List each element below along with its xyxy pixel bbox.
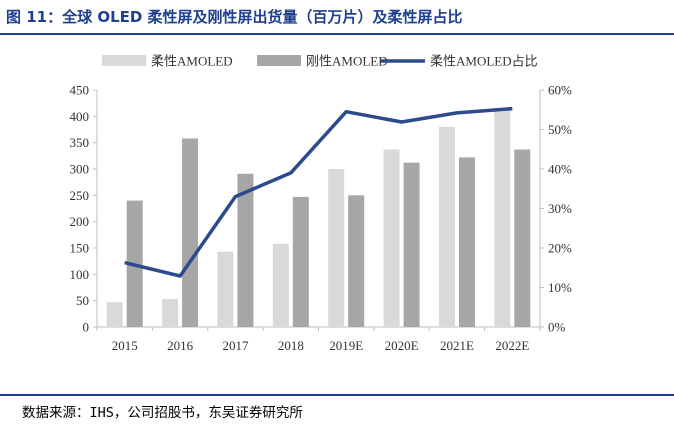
x-tick-label: 2018 (278, 338, 304, 353)
bar-flexible-amoled (272, 243, 289, 327)
bar-rigid-amoled (348, 195, 365, 327)
source-note: 数据来源：IHS，公司招股书，东吴证券研究所 (22, 405, 303, 421)
footer-rule (0, 394, 674, 396)
left-tick-label: 50 (76, 293, 89, 308)
bar-flexible-amoled (328, 169, 345, 327)
bar-flexible-amoled (438, 126, 455, 327)
right-tick-label: 0% (548, 320, 566, 335)
x-tick-label: 2021E (440, 338, 474, 353)
x-tick-label: 2020E (385, 338, 419, 353)
legend-label-flexible: 柔性AMOLED (151, 54, 233, 69)
right-tick-label: 60% (548, 83, 572, 98)
left-tick-label: 200 (70, 214, 90, 229)
legend-swatch-rigid (257, 55, 301, 66)
left-tick-label: 150 (70, 241, 90, 256)
bar-rigid-amoled (182, 138, 199, 327)
x-tick-label: 2017 (222, 338, 249, 353)
left-tick-label: 250 (70, 188, 90, 203)
right-tick-label: 10% (548, 280, 572, 295)
left-tick-label: 100 (70, 267, 90, 282)
bar-rigid-amoled (514, 149, 531, 327)
bar-flexible-amoled (162, 299, 179, 327)
x-tick-label: 2019E (329, 338, 363, 353)
bar-rigid-amoled (237, 173, 254, 327)
chart: 0 50 100 150 200 250 300 350 400 450 0% 10% 20% 30% 40… (70, 54, 573, 354)
left-tick-label: 300 (70, 162, 90, 177)
title-rule (0, 33, 674, 35)
x-tick-label: 2016 (167, 338, 194, 353)
x-tick-label: 2015 (112, 338, 138, 353)
bar-rigid-amoled (292, 196, 309, 327)
bar-rigid-amoled (458, 157, 475, 327)
legend-label-share: 柔性AMOLED占比 (430, 54, 538, 69)
bar-flexible-amoled (383, 149, 400, 327)
right-tick-label: 40% (548, 162, 572, 177)
bar-flexible-amoled (217, 251, 234, 327)
x-tick-label: 2022E (495, 338, 529, 353)
left-tick-label: 350 (70, 135, 90, 150)
right-tick-label: 30% (548, 201, 572, 216)
bar-flexible-amoled (106, 302, 123, 327)
legend-label-rigid: 刚性AMOLED (306, 54, 388, 69)
bar-flexible-amoled (494, 108, 511, 328)
left-tick-label: 0 (83, 320, 90, 335)
right-tick-label: 20% (548, 241, 572, 256)
left-tick-label: 450 (70, 83, 90, 98)
figure-title: 图 11：全球 OLED 柔性屏及刚性屏出货量（百万片）及柔性屏占比 (6, 8, 463, 26)
right-tick-label: 50% (548, 122, 572, 137)
line-flexible-share (124, 106, 513, 278)
bar-rigid-amoled (403, 162, 420, 327)
legend-swatch-flexible (102, 55, 146, 66)
left-tick-label: 400 (70, 109, 90, 124)
